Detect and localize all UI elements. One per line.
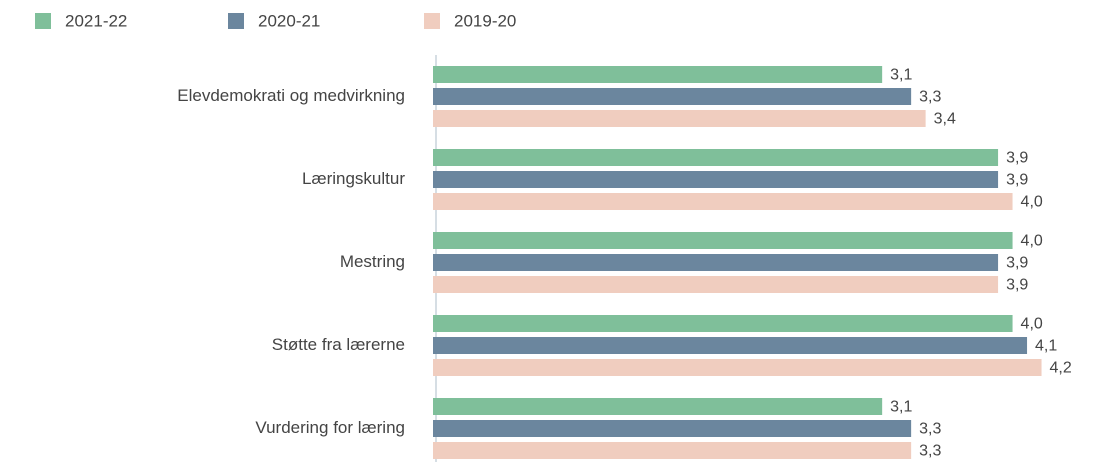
category-label: Elevdemokrati og medvirkning xyxy=(177,86,405,105)
bar xyxy=(433,420,912,437)
value-label: 4,0 xyxy=(1021,316,1043,333)
value-label: 3,3 xyxy=(919,421,941,438)
value-label: 3,1 xyxy=(890,399,912,416)
value-label: 3,4 xyxy=(934,111,956,128)
value-label: 3,3 xyxy=(919,443,941,460)
value-label: 3,3 xyxy=(919,89,941,106)
value-label: 4,0 xyxy=(1021,194,1043,211)
legend-label: 2020-21 xyxy=(258,11,320,30)
bar xyxy=(433,359,1042,376)
value-label: 3,9 xyxy=(1006,255,1028,272)
bar xyxy=(433,442,912,459)
bar xyxy=(433,171,999,188)
value-label: 3,9 xyxy=(1006,277,1028,294)
value-label: 3,9 xyxy=(1006,172,1028,189)
legend-label: 2019-20 xyxy=(454,11,516,30)
bar xyxy=(433,398,883,415)
value-label: 4,0 xyxy=(1021,233,1043,250)
legend-swatch xyxy=(424,13,440,29)
bar xyxy=(433,337,1028,354)
bar xyxy=(433,66,883,83)
value-label: 4,2 xyxy=(1050,360,1072,377)
value-label: 4,1 xyxy=(1035,338,1057,355)
legend-swatch xyxy=(35,13,51,29)
bar xyxy=(433,315,1013,332)
bar xyxy=(433,254,999,271)
bar xyxy=(433,110,926,127)
category-label: Støtte fra lærerne xyxy=(272,335,405,354)
bar xyxy=(433,149,999,166)
category-label: Vurdering for læring xyxy=(255,418,405,437)
bar xyxy=(433,88,912,105)
category-label: Læringskultur xyxy=(302,169,405,188)
legend-swatch xyxy=(228,13,244,29)
bar xyxy=(433,276,999,293)
legend-label: 2021-22 xyxy=(65,11,127,30)
category-label: Mestring xyxy=(340,252,405,271)
bar xyxy=(433,193,1013,210)
value-label: 3,9 xyxy=(1006,150,1028,167)
value-label: 3,1 xyxy=(890,67,912,84)
bar xyxy=(433,232,1013,249)
